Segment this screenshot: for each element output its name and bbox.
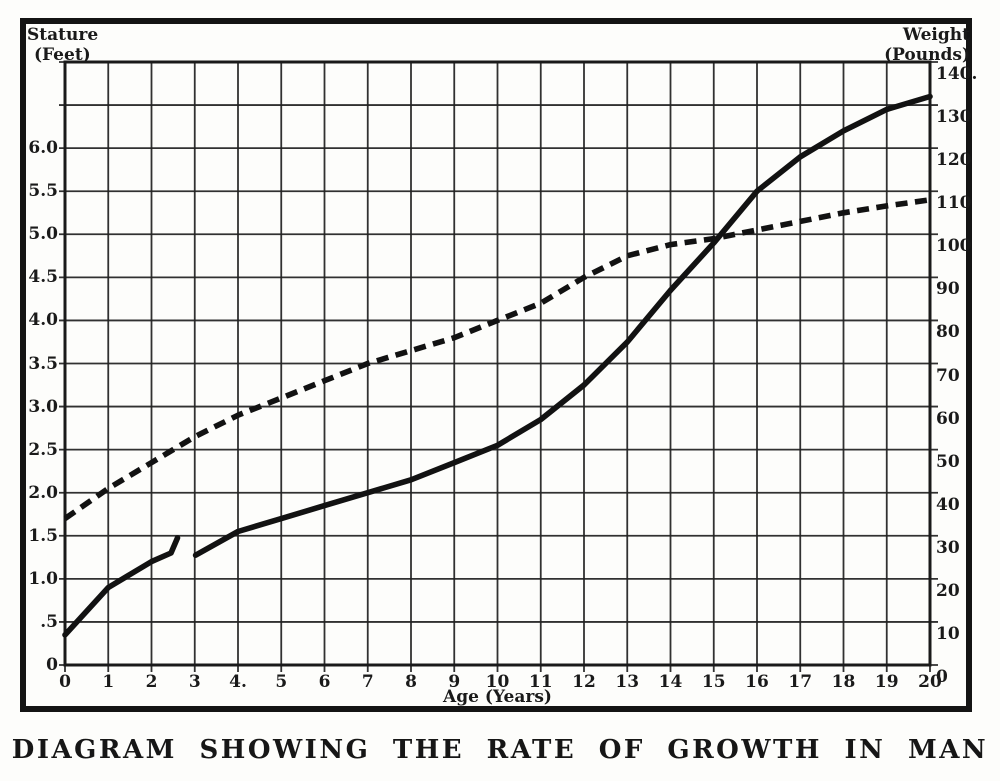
age-tick-label: 17 [788,672,813,692]
stature-tick-label: 0 [46,655,58,675]
weight-tick-label: 20 [936,580,960,601]
age-tick-label: 2 [145,672,158,692]
weight-tick-label: 50 [936,451,960,472]
age-tick-label: 19 [874,672,899,692]
stature-tick-label: 1.0 [28,568,58,589]
right-axis-title-line2: (Pounds) [884,45,970,66]
stature-tick-label: 5.0 [28,224,58,245]
age-tick-label: 11 [528,672,553,692]
age-tick-label: 9 [448,672,461,692]
age-tick-label: 8 [405,672,417,692]
x-axis-title: Age (Years) [443,687,552,707]
caption: DIAGRAM SHOWING THE RATE OF GROWTH IN MA… [11,735,989,765]
weight-curve [62,535,181,638]
age-tick-label: 15 [701,672,726,692]
weight-tick-label: 140. [936,64,978,84]
weight-tick-label: 120 [936,150,972,171]
grid-lines [59,61,938,672]
weight-curve [192,93,933,558]
age-tick-label: 14 [658,672,683,692]
age-tick-label: 20 [918,672,942,692]
left-axis-title-line1: Stature [27,25,99,45]
chart-frame [20,18,972,712]
weight-tick-label: 70 [936,365,960,386]
weight-tick-label: 60 [936,408,960,429]
stature-tick-label: .5 [40,611,58,632]
chart-plot-svg [59,60,938,672]
stature-tick-label: 5.5 [28,181,58,202]
age-tick-label: 5 [275,672,288,692]
age-tick-label: 12 [572,672,596,692]
age-tick-label: 4. [229,672,247,692]
age-tick-label: 7 [361,672,374,692]
age-tick-label: 0 [59,672,71,692]
right-axis-title: Weight (Pounds) [884,25,970,65]
age-tick-label: 18 [831,672,856,692]
weight-tick-label: 30 [936,537,960,558]
weight-tick-label: 0 [936,667,948,687]
age-tick-label: 3 [188,672,201,692]
stature-tick-label: 1.5 [28,525,58,546]
stature-tick-label: 6.0 [28,138,58,159]
stature-tick-label: 4.0 [28,310,58,331]
age-tick-label: 10 [485,672,510,692]
age-tick-label: 6 [318,672,331,692]
left-axis-title: Stature (Feet) [27,25,98,65]
stature-tick-label: 2.5 [28,439,58,460]
stature-tick-label: 4.5 [28,267,58,288]
weight-tick-label: 130 [936,107,972,128]
right-axis-title-line1: Weight [902,25,970,45]
weight-tick-label: 10 [936,623,960,644]
plot-area-border [63,60,932,667]
weight-tick-label: 90 [936,279,960,300]
weight-tick-label: 100 [936,236,972,257]
weight-tick-label: 110 [936,193,972,214]
stature-curve [63,197,931,521]
weight-tick-label: 40 [936,494,960,515]
stature-tick-label: 2.0 [28,482,58,503]
age-tick-label: 16 [745,672,769,692]
weight-tick-label: 80 [936,322,960,343]
stature-tick-label: 3.5 [28,353,58,374]
age-tick-label: 1 [102,672,115,692]
left-axis-title-line2: (Feet) [34,45,91,66]
stature-tick-label: 3.0 [28,396,58,417]
age-tick-label: 13 [615,672,640,692]
